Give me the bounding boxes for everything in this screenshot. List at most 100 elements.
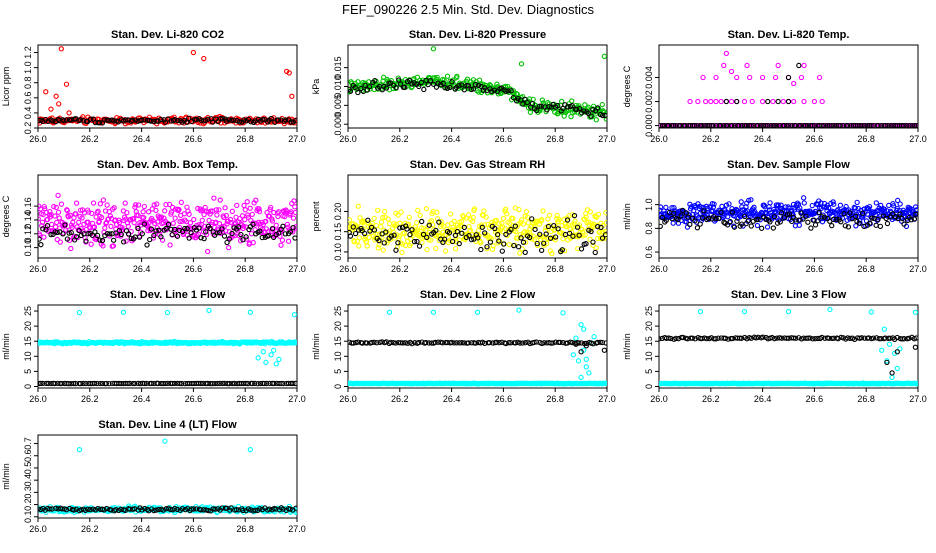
data-point [587,236,593,242]
data-point [88,241,94,247]
data-point [743,221,749,227]
data-point [169,380,176,387]
data-point [809,202,815,209]
chart-line3: Stan. Dev. Line 3 Flow ml/min 26.0 26.2 26.4… [622,289,927,404]
data-point [198,380,204,387]
data-point [493,217,499,224]
data-point [357,83,363,89]
data-point [777,219,783,225]
data-point [229,380,235,387]
y-axis-label: degrees C [622,65,632,107]
data-point [269,225,276,232]
data-point [684,336,691,342]
data-point [381,240,387,246]
data-point [252,380,258,387]
data-point [176,224,183,231]
data-point [767,219,773,225]
data-point [290,215,297,221]
data-point [244,199,250,205]
data-point [131,220,137,226]
chart-line2: Stan. Dev. Line 2 Flow ml/min 26.0 26.2 26.4… [311,289,616,404]
data-point [201,235,207,242]
data-point [694,122,700,128]
series-black [659,62,918,128]
panel-temp: Stan. Dev. Li-820 Temp. degrees C 26.0 26.2… [621,28,933,163]
x-tick-label: 26.4 [133,134,151,144]
data-point [148,380,155,387]
data-point [809,336,816,342]
data-point [894,334,900,341]
data-point [449,227,455,233]
data-point [388,339,394,345]
data-point [546,212,553,218]
data-point [746,197,752,204]
x-tick-label: 26.6 [806,394,824,404]
data-point [291,312,297,318]
data-point [102,225,108,231]
data-point [273,361,279,367]
data-point [87,506,93,513]
data-point [53,505,59,511]
data-point [901,221,907,227]
data-point [456,240,462,247]
data-point [165,221,172,227]
y-tick-label: 0 [333,384,343,389]
data-point [403,223,409,229]
data-point [231,380,238,387]
data-point [744,62,750,69]
data-point [698,204,704,210]
data-point [276,230,282,236]
data-point [158,214,165,220]
data-point [689,335,696,341]
data-point [260,349,266,355]
y-tick-label: 25 [23,306,33,316]
data-point [282,231,289,237]
data-point [139,231,145,237]
x-tick-label: 26.0 [339,394,357,404]
data-point [285,238,292,244]
y-tick-label: 10 [644,351,654,361]
data-point [529,216,535,222]
data-point [685,214,691,220]
data-point [169,231,175,238]
data-point [451,340,457,346]
data-point [439,340,446,346]
data-point [736,122,742,128]
data-point [248,231,255,237]
data-point [600,112,606,119]
data-point [161,215,167,221]
y-tick-label: 5 [644,369,654,374]
panel-title: Stan. Dev. Line 2 Flow [420,289,536,301]
data-point [526,234,533,241]
data-point [174,233,181,239]
data-point [550,340,556,346]
data-point [748,223,754,229]
data-point [236,119,243,125]
data-point [393,85,399,91]
data-point [728,68,735,75]
data-point [552,237,559,243]
data-point [64,236,70,242]
data-point [838,219,844,225]
data-point [669,204,675,211]
y-tick-label: 5 [333,369,343,374]
data-point [697,221,703,227]
y-tick-label: 1.2 [23,46,33,59]
data-point [801,122,807,128]
data-point [895,197,901,204]
data-point [541,240,547,246]
data-point [373,222,380,229]
data-point [436,219,442,225]
data-point [118,231,124,238]
data-point [830,199,836,205]
data-point [593,245,599,251]
data-point [826,204,832,211]
data-point [454,340,460,346]
data-point [830,216,836,223]
data-point [675,217,681,223]
data-point [219,505,225,511]
data-point [219,229,226,235]
data-point [573,341,579,347]
y-axis-label: kPa [311,79,321,95]
data-point [350,224,356,230]
